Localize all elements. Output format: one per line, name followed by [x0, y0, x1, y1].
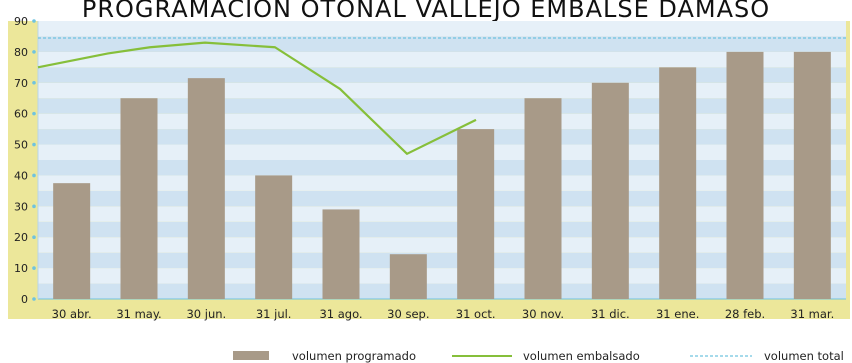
grid-band [38, 82, 846, 99]
grid-band [38, 237, 846, 253]
bar [659, 67, 697, 299]
y-tick-dot [32, 235, 36, 240]
y-tick-dot [32, 80, 36, 85]
legend-label-embalsado: volumen embalsado [523, 349, 640, 363]
y-tick-label: 10 [14, 262, 28, 275]
y-tick-dot [32, 50, 36, 54]
legend-label-programado: volumen programado [292, 349, 416, 363]
y-tick-label: 40 [14, 169, 28, 182]
x-tick-label: 30 jun. [186, 307, 226, 321]
bar [389, 254, 427, 299]
line-series [37, 41, 477, 155]
grid-band [38, 144, 846, 160]
bar [457, 129, 495, 299]
grid-band [38, 175, 846, 191]
y-tick-dot [32, 111, 36, 116]
bar [53, 183, 91, 299]
x-tick-label: 31 jul. [256, 307, 292, 321]
y-tick-label: 50 [14, 139, 28, 152]
grid-band [38, 98, 846, 114]
bar [591, 82, 629, 300]
grid-bands [37, 21, 846, 300]
x-tick-label: 31 ago. [319, 307, 362, 321]
x-tick-label: 31 mar. [790, 307, 834, 321]
legend-swatch-bar [233, 351, 269, 360]
y-tick-dot [32, 173, 36, 178]
x-tick-label: 30 sep. [387, 307, 429, 321]
grid-band [38, 21, 846, 37]
grid-band [38, 206, 846, 222]
y-tick-dot [32, 297, 36, 301]
bar [524, 98, 562, 299]
bar-series [53, 51, 831, 300]
title-text: PROGRAMACIÓN OTOÑAL VALLEJO EMBALSE DAMA… [82, 0, 770, 23]
y-axis: 0 10 20 30 40 50 60 70 80 90 [14, 15, 36, 306]
y-tick-dot [32, 142, 36, 147]
x-tick-label: 31 oct. [456, 307, 496, 321]
y-tick-label: 20 [14, 231, 28, 244]
grid-band [38, 268, 846, 284]
bar [187, 78, 225, 300]
chart-title: PROGRAMACIÓN OTOÑAL VALLEJO EMBALSE DAMA… [82, 0, 770, 23]
y-tick-label: 60 [14, 108, 28, 121]
line-volumen-embalsado [37, 41, 477, 155]
grid-band [38, 221, 846, 238]
x-tick-label: 31 dic. [591, 307, 630, 321]
x-tick-label: 30 nov. [522, 307, 564, 321]
y-tick-label: 0 [21, 293, 28, 306]
grid-band [38, 160, 846, 176]
bar [120, 98, 158, 299]
grid-band [38, 283, 846, 299]
bar [793, 51, 831, 300]
y-tick-dot [32, 266, 36, 270]
grid-band [38, 51, 846, 68]
legend-label-total: volumen total [764, 349, 844, 363]
legend: volumen programado volumen embalsado volum… [233, 349, 844, 363]
y-tick-label: 90 [14, 15, 28, 28]
y-tick-label: 70 [14, 77, 28, 90]
x-tick-label: 31 may. [116, 307, 161, 321]
grid-band [38, 67, 846, 83]
y-tick-dot [32, 19, 36, 23]
x-tick-label: 28 feb. [725, 307, 765, 321]
bar [255, 175, 293, 299]
bar [726, 51, 764, 300]
bar [322, 209, 360, 299]
grid-band [38, 190, 846, 207]
grid-band [38, 36, 846, 52]
y-tick-dot [32, 204, 36, 209]
x-tick-label: 31 ene. [656, 307, 699, 321]
grid-band [38, 113, 846, 130]
x-axis: 30 abr. 31 may. 30 jun. 31 jul. 31 ago. 30 se… [52, 307, 835, 321]
x-tick-label: 30 abr. [52, 307, 92, 321]
y-tick-label: 80 [14, 46, 28, 59]
y-tick-label: 30 [14, 200, 28, 213]
grid-band [38, 252, 846, 269]
